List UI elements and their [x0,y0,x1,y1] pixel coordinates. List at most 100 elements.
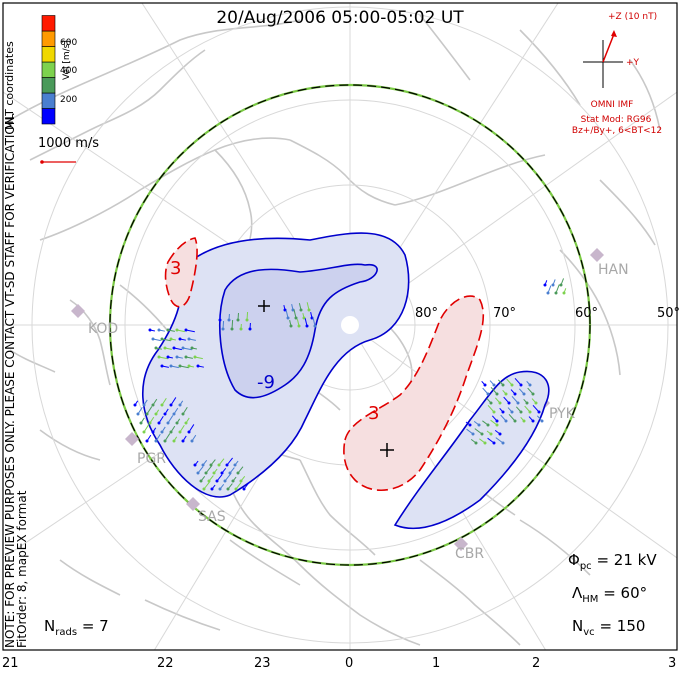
velocity-vector [552,279,556,286]
velocity-vectors [133,278,567,491]
velocity-vector [503,396,510,404]
radar-label-kod: KOD [88,321,119,337]
velocity-vector [234,460,239,466]
velocity-vector [226,457,233,466]
velocity-vector [170,397,177,406]
velocity-vector [491,415,498,422]
velocity-vector [532,404,540,413]
velocity-vector [155,409,160,415]
velocity-vector [188,365,194,368]
cross-polar-cap-potential: Φpc = 21 kV [568,551,657,572]
velocity-vector [227,483,233,490]
colorbar-tick-200: 200 [60,95,78,105]
mlt-tick-23: 23 [254,656,271,671]
velocity-vector [182,435,187,442]
velocity-vector [203,481,210,490]
velocity-vector [182,347,192,351]
positive-potential-small [164,237,198,308]
velocity-vector [161,365,169,368]
velocity-vector [531,398,537,404]
velocity-vector [164,408,169,415]
velocity-vector [515,406,522,413]
velocity-vector [161,338,171,342]
velocity-vector [191,434,197,442]
radar-marker-pgr [125,432,139,446]
velocity-vector [164,433,171,442]
mlt-tick-0: 0 [345,656,354,671]
velocity-vector [510,389,516,395]
vector-count: Nvc = 150 [572,617,646,638]
velocity-vector [293,309,297,319]
mlt-tick-3: 3 [668,656,677,671]
velocity-vector [185,356,193,359]
velocity-vector [285,310,289,319]
velocity-vector [490,419,498,426]
velocity-vector [482,420,489,426]
colorbar-swatch [41,15,56,32]
velocity-vector [465,421,471,426]
velocity-vector [221,467,227,474]
velocity-vector [518,388,525,395]
velocity-vector [205,465,212,474]
velocity-colorbar [41,15,56,125]
velocity-vector [508,413,516,422]
imf-by-label: +Y [626,58,640,68]
velocity-reference-label: 1000 m/s [38,136,100,151]
velocity-vector [137,406,143,415]
velocity-vector [149,329,155,332]
stat-model-label: Stat Mod: RG96 [580,115,652,125]
radar-marker-sas [186,497,200,511]
velocity-vector [146,406,153,415]
colorbar-swatch [41,30,56,47]
colorbar-swatch [41,108,56,125]
velocity-vector [232,476,237,482]
velocity-vector [158,329,165,332]
radar-label-han: HAN [598,262,629,278]
velocity-vector [246,311,249,321]
imf-bz-label: +Z (10 nT) [608,12,658,22]
velocity-vector [302,313,305,319]
velocity-vector [497,379,504,386]
velocity-vector [296,319,300,327]
velocity-vector [158,356,168,360]
velocity-vector [500,414,507,422]
velocity-vector [231,319,234,330]
velocity-vector [547,285,552,294]
fit-order-label: FitOrder: 8, mapEX format [15,490,29,648]
velocity-vector [312,317,316,327]
colorbar-swatch [41,77,56,94]
velocity-vector [182,406,188,415]
velocity-vector [161,397,167,406]
velocity-reference-vector [40,160,76,164]
velocity-vector [173,407,179,415]
velocity-vector [210,459,216,466]
velocity-vector [528,416,534,422]
coordinate-system-label: MLT coordinates [3,41,16,130]
velocity-vector [482,387,489,395]
velocity-vector [486,430,492,435]
velocity-vector [310,312,313,319]
contour-label-positive-small: 3 [170,258,182,279]
velocity-vector [170,365,179,369]
velocity-vector [152,427,157,433]
mlt-tick-22: 22 [157,656,174,671]
velocity-vector [520,416,525,422]
radar-marker-kod [71,304,85,318]
latitude-label-70: 70° [493,306,517,321]
velocity-vector [304,318,308,327]
velocity-vector [487,404,495,413]
radar-marker-han [590,248,604,262]
velocity-vector [473,421,480,426]
imf-condition-label: Bz+/By+, 6<BT<12 [571,126,663,136]
mlt-tick-21: 21 [2,656,19,671]
velocity-vector [219,483,225,490]
velocity-vector [563,288,567,294]
velocity-vector [167,415,174,424]
velocity-vector [495,437,504,444]
velocity-vector [146,434,152,442]
velocity-vector [229,467,235,474]
velocity-vector [211,484,216,490]
velocity-vector [179,365,189,369]
velocity-vector [216,474,223,482]
